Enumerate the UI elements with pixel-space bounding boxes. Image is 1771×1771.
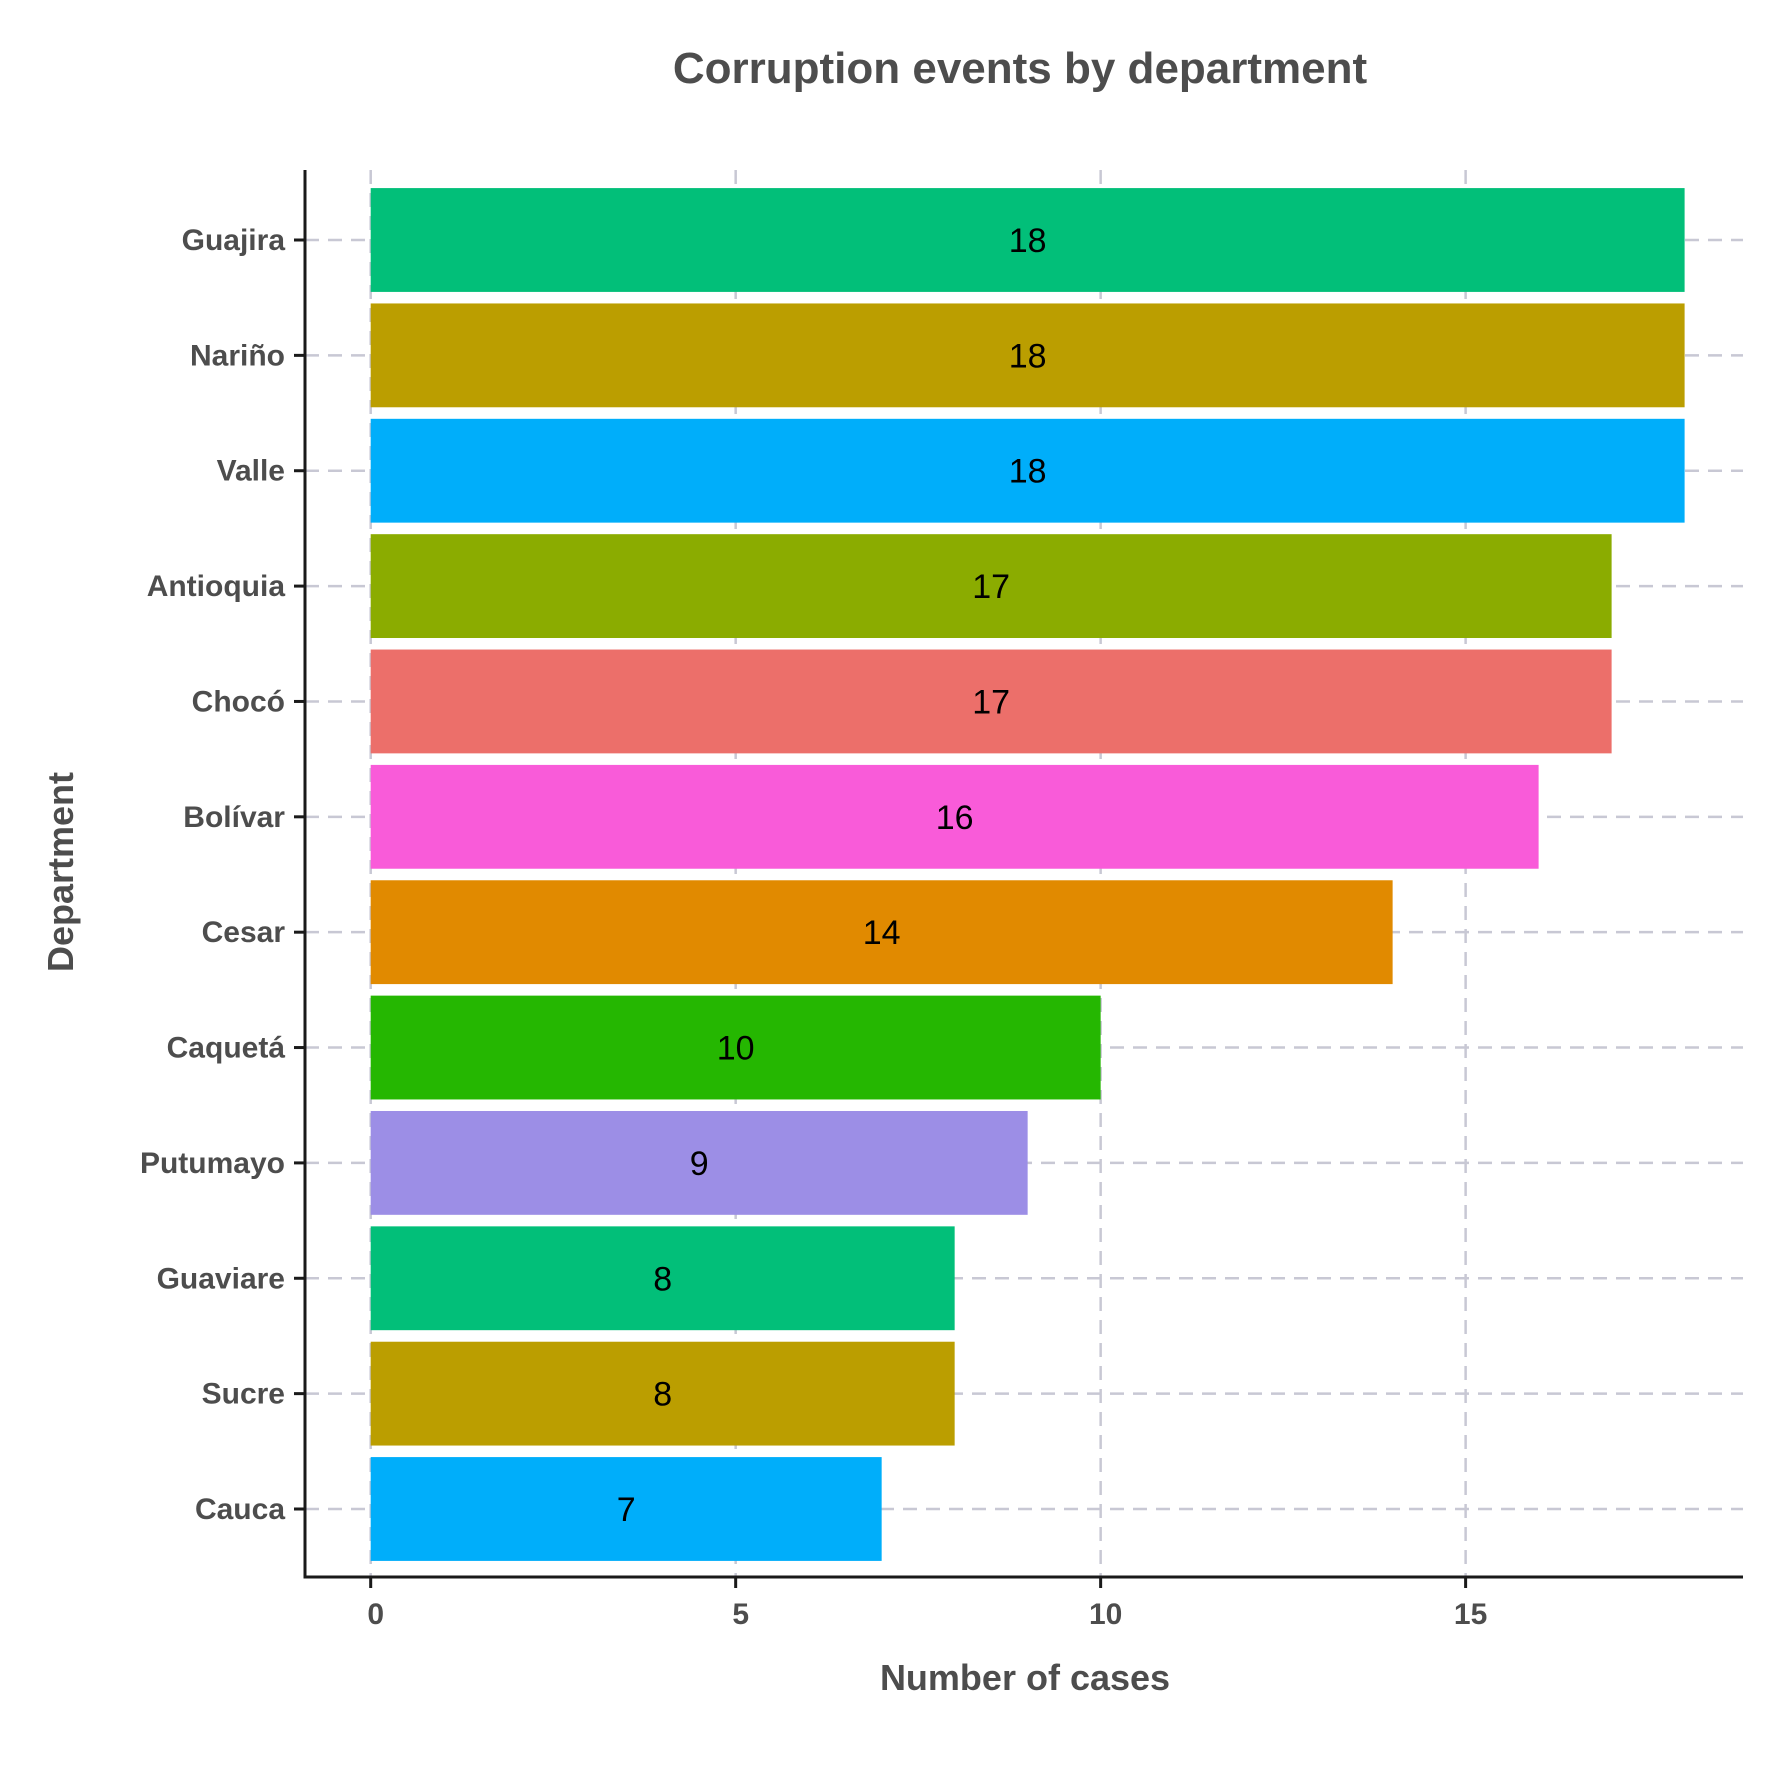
x-tick-label: 5 xyxy=(732,1598,749,1631)
y-tick-label: Putumayo xyxy=(140,1147,285,1180)
bar xyxy=(370,1226,955,1331)
bar xyxy=(370,188,1685,292)
x-tick-label: 10 xyxy=(1089,1598,1122,1631)
bar-value-label: 8 xyxy=(653,1260,672,1298)
bar xyxy=(370,418,1685,523)
bar-value-label: 17 xyxy=(972,568,1010,606)
y-tick-label: Cauca xyxy=(195,1493,285,1526)
bar-value-label: 16 xyxy=(936,799,974,837)
bar xyxy=(370,880,1393,985)
bar-value-label: 7 xyxy=(617,1491,636,1529)
bar-value-label: 14 xyxy=(863,914,901,952)
bar-value-label: 18 xyxy=(1009,337,1047,375)
y-tick-label: Caquetá xyxy=(167,1032,286,1065)
bar xyxy=(370,534,1612,639)
bar xyxy=(370,1457,882,1561)
bar xyxy=(370,649,1612,754)
x-axis-ticks: 0 5 10 15 xyxy=(367,1577,1487,1631)
y-axis-ticks: Guajira Nariño Valle Antioquia Chocó Bolívar C… xyxy=(140,224,305,1526)
bar xyxy=(370,764,1539,869)
bar-value-label: 10 xyxy=(717,1030,755,1068)
bar xyxy=(370,303,1685,408)
chart-title: Corruption events by department xyxy=(673,44,1368,93)
x-axis-title: Number of cases xyxy=(880,1657,1170,1698)
y-tick-label: Bolívar xyxy=(183,801,285,834)
y-tick-label: Nariño xyxy=(190,339,285,372)
bar-value-label: 9 xyxy=(690,1145,709,1183)
y-tick-label: Chocó xyxy=(192,685,285,718)
axes xyxy=(303,170,1743,1579)
y-tick-label: Cesar xyxy=(202,916,286,949)
bar xyxy=(370,1110,1028,1215)
bar-value-label: 18 xyxy=(1009,453,1047,491)
y-tick-label: Guajira xyxy=(182,224,286,257)
bars: 18 18 18 17 17 16 14 10 9 8 8 7 xyxy=(370,188,1685,1561)
bar-value-label: 18 xyxy=(1009,222,1047,260)
y-tick-label: Sucre xyxy=(202,1378,285,1411)
bar-value-label: 17 xyxy=(972,683,1010,721)
y-tick-label: Valle xyxy=(217,455,285,488)
bar xyxy=(370,1341,955,1446)
x-tick-label: 0 xyxy=(367,1598,384,1631)
y-tick-label: Antioquia xyxy=(147,570,286,603)
x-tick-label: 15 xyxy=(1454,1598,1487,1631)
bar-value-label: 8 xyxy=(653,1376,672,1414)
y-axis-title: Department xyxy=(40,772,81,972)
y-tick-label: Guaviare xyxy=(157,1262,285,1295)
bar xyxy=(370,995,1101,1100)
